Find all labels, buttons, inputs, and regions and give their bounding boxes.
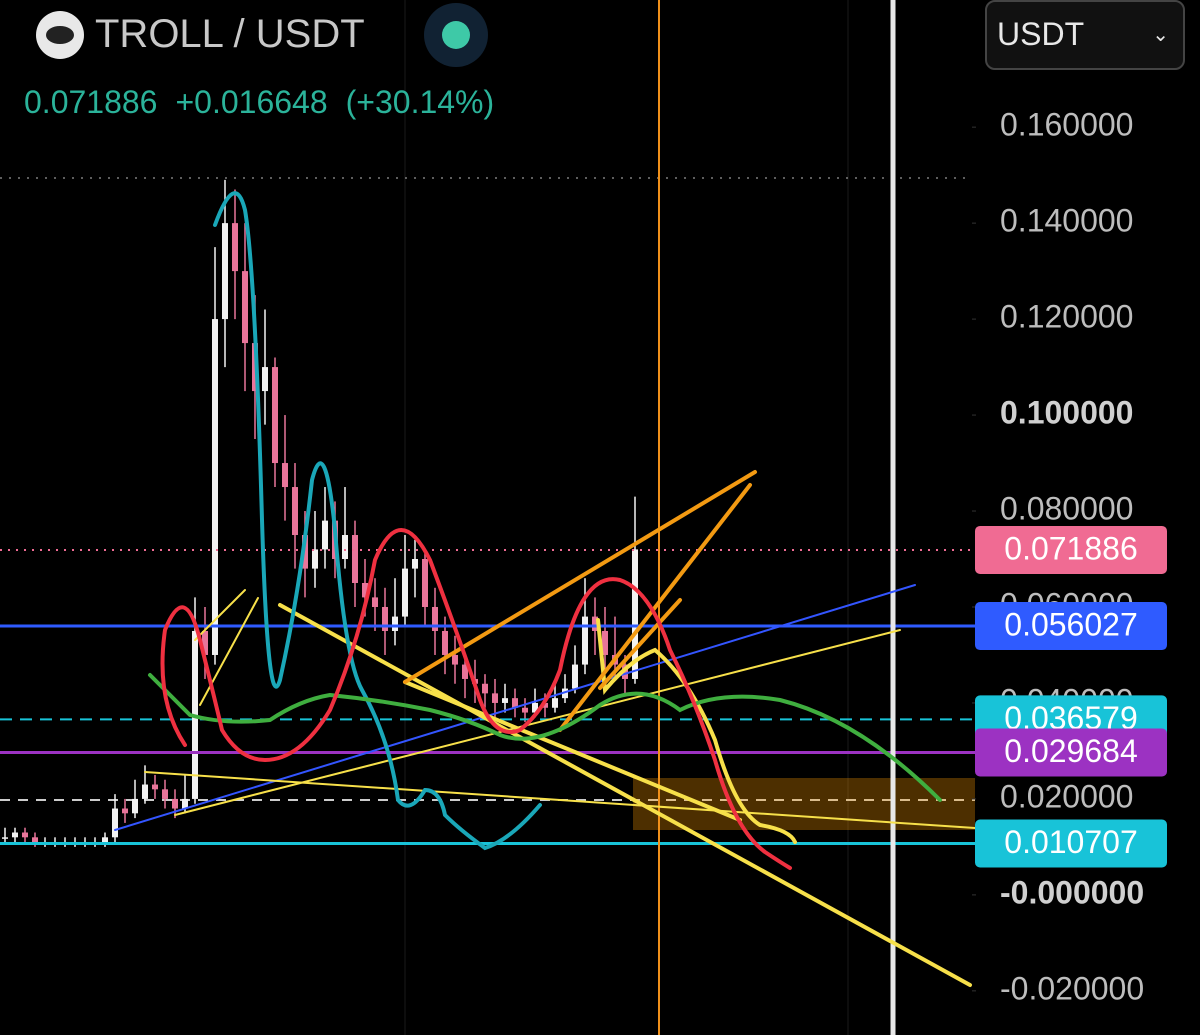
candle-body [442, 630, 448, 655]
quote: 0.071886 +0.016648 (+30.14%) [24, 84, 512, 121]
price-tag [975, 819, 1167, 868]
candle-body [562, 688, 568, 699]
candle-body [212, 319, 218, 655]
candle-body [122, 808, 128, 814]
y-tick-label: 0.120000 [1000, 299, 1133, 335]
price-change-pct: (+30.14%) [345, 84, 495, 120]
currency-selector[interactable]: USDT ⌄ [985, 0, 1185, 70]
trend-line [174, 629, 901, 816]
grid [404, 0, 849, 1035]
candle-body [162, 789, 168, 799]
y-tick-label: 0.080000 [1000, 490, 1133, 526]
candle-body [322, 520, 328, 550]
candle-body [572, 664, 578, 689]
candle-body [242, 271, 248, 344]
pair-title: TROLL / USDT [95, 12, 365, 56]
candle-body [432, 606, 438, 631]
curve [596, 618, 797, 844]
candle-body [552, 698, 558, 708]
candle-body [312, 549, 318, 569]
candle-body [2, 837, 8, 839]
candle-body [362, 582, 368, 598]
price-tag [975, 602, 1167, 651]
candle-body [132, 798, 138, 814]
candle-body [632, 549, 638, 679]
candle-body [422, 559, 428, 607]
candle-body [102, 837, 108, 843]
price-tag [975, 525, 1167, 574]
candle-body [602, 630, 608, 655]
trend-line [144, 771, 976, 829]
logo-face [46, 26, 74, 44]
candle-body [232, 223, 238, 272]
currency: USDT [997, 16, 1085, 52]
trend-line [403, 680, 742, 822]
candle-body [522, 707, 528, 713]
zone [633, 778, 975, 830]
candle-body [382, 606, 388, 631]
curve [213, 191, 542, 851]
candle-body [172, 798, 178, 809]
price-change: +0.016648 [175, 84, 328, 120]
dropdown-arrow: ⌄ [1152, 24, 1169, 46]
candle-body [582, 616, 588, 665]
candle-body [502, 698, 508, 703]
candle-body [392, 616, 398, 631]
price-tag-label: 0.056027 [1004, 607, 1137, 643]
candle-body [542, 702, 548, 708]
candle-body [292, 487, 298, 536]
candle-body [482, 683, 488, 694]
candle-body [462, 664, 468, 679]
price-axis: 0.160000 0.140000 0.120000 0.100000 0.080000… [972, 107, 1144, 1006]
price-tag-label: 0.010707 [1004, 824, 1137, 860]
curve [148, 673, 942, 802]
y-tick-label: 0.020000 [1000, 778, 1133, 814]
candle-body [32, 837, 38, 843]
trend-line [199, 597, 259, 706]
candle-body [412, 559, 418, 569]
price-tag-label: 0.071886 [1004, 530, 1137, 566]
candle-body [402, 568, 408, 617]
candle-body [272, 367, 278, 464]
price-tag-label: 0.029684 [1004, 733, 1137, 769]
y-tick-label: 0.140000 [1000, 203, 1133, 239]
candle-body [372, 597, 378, 607]
pair-logo [36, 3, 488, 67]
candle-body [142, 784, 148, 799]
trend-line [278, 603, 972, 987]
candle-body [152, 784, 158, 790]
trend-line [194, 589, 246, 641]
status-dot [442, 21, 470, 49]
candle-body [282, 463, 288, 488]
y-tick-label: -0.020000 [1000, 970, 1144, 1006]
candles [2, 179, 638, 847]
candle-body [222, 223, 228, 320]
y-tick-label: 0.100000 [1000, 395, 1133, 431]
drawings [114, 0, 976, 1035]
candle-body [342, 535, 348, 560]
trend-line [114, 584, 916, 831]
candle-body [492, 693, 498, 703]
y-tick-label: 0.160000 [1000, 107, 1133, 143]
candle-body [532, 702, 538, 713]
candle-body [112, 808, 118, 838]
candle-body [452, 654, 458, 665]
candle-body [12, 832, 18, 838]
candle-body [22, 832, 28, 838]
price-tag [975, 728, 1167, 777]
candle-body [352, 535, 358, 583]
curve [160, 528, 792, 870]
y-tick-label: -0.000000 [1000, 874, 1144, 910]
candle-body [182, 798, 188, 809]
last-price: 0.071886 [24, 84, 158, 120]
trend-line [598, 598, 682, 690]
trend-line [558, 483, 752, 732]
candle-body [262, 367, 268, 392]
candle-body [202, 630, 208, 655]
candle-body [592, 616, 598, 631]
candle-body [512, 698, 518, 708]
